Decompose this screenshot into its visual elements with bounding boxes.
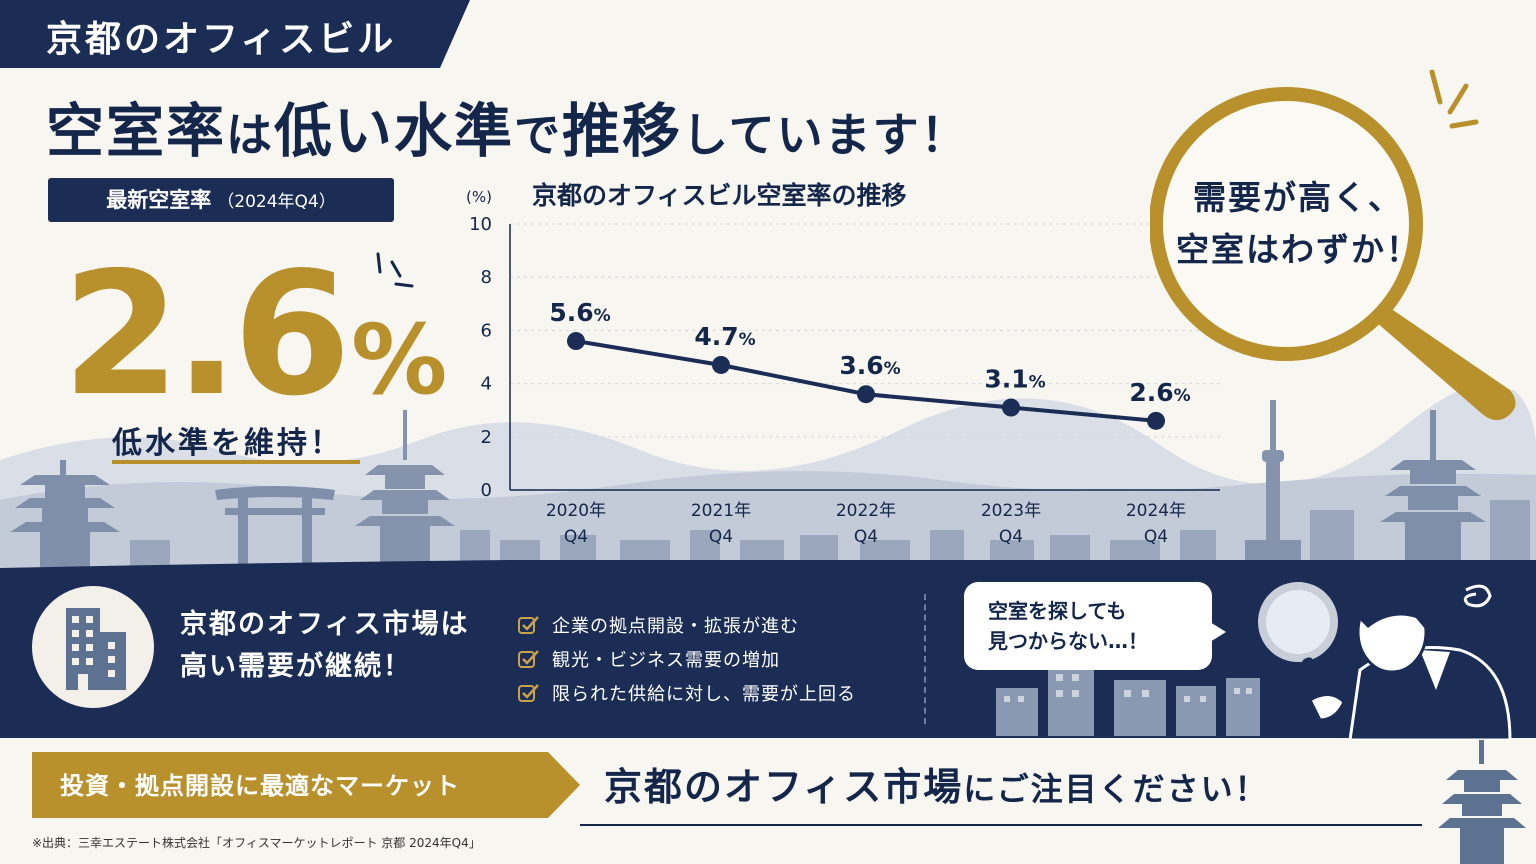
chart-point bbox=[712, 355, 730, 374]
cta-part2: にご注目ください！ bbox=[963, 770, 1269, 808]
chart-point bbox=[567, 332, 585, 351]
headline-part3: 低い水準 bbox=[274, 97, 515, 165]
person-with-magnifier-illustration bbox=[1258, 582, 1512, 740]
market-title-line-1: 京都のオフィス市場は bbox=[180, 609, 470, 640]
chart-xtick-label: 2020年 Q4 bbox=[546, 501, 606, 547]
latest-rate-period: （2024年Q4） bbox=[217, 192, 336, 212]
latest-rate-unit: % bbox=[351, 304, 448, 416]
source-note: ※出典：三幸エステート株式会社「オフィスマーケットレポート 京都 2024年Q4… bbox=[32, 836, 481, 850]
panel-divider bbox=[924, 594, 926, 724]
chart-ytick-label: 10 bbox=[469, 214, 492, 235]
speech-bubble: 空室を探しても 見つからない…！ bbox=[964, 582, 1226, 670]
check-icon bbox=[518, 616, 539, 634]
market-points: 企業の拠点開設・拡張が進む 観光・ビジネス需要の増加 限られた供給に対し、需要が… bbox=[518, 608, 856, 710]
sparkle-icon bbox=[376, 252, 414, 288]
speech-line-2: 見つからない…！ bbox=[988, 629, 1148, 653]
buildings-illustration bbox=[996, 666, 1260, 736]
category-label: 京都のオフィスビル bbox=[46, 19, 397, 60]
low-level-caption: 低水準を維持！ bbox=[112, 426, 343, 461]
market-title-line-2: 高い需要が継続！ bbox=[180, 651, 412, 682]
speech-tail bbox=[1210, 622, 1226, 642]
cta-part1: 京都のオフィス市場 bbox=[604, 765, 964, 809]
chart-data-label: 4.7% bbox=[694, 322, 755, 351]
chart-xtick-label: 2024年 Q4 bbox=[1126, 501, 1186, 547]
chart-data-label: 3.6% bbox=[839, 351, 900, 380]
office-building-icon bbox=[32, 586, 154, 708]
market-point: 企業の拠点開設・拡張が進む bbox=[518, 608, 856, 642]
market-point: 限られた供給に対し、需要が上回る bbox=[518, 676, 856, 710]
chart-data-label: 5.6% bbox=[549, 298, 610, 327]
chart-ytick-label: 8 bbox=[481, 267, 492, 288]
chart-ytick-label: 4 bbox=[481, 374, 492, 395]
chart-ytick-label: 6 bbox=[481, 320, 492, 341]
headline-part6: しています！ bbox=[682, 108, 969, 162]
chart-ylabel: (%) bbox=[466, 188, 492, 206]
chart-xtick-label: 2021年 Q4 bbox=[691, 501, 751, 547]
chart-point bbox=[1002, 398, 1020, 417]
speech-line-1: 空室を探しても bbox=[988, 599, 1127, 623]
headline: 空室率は低い水準で推移しています！ bbox=[46, 84, 969, 168]
investment-label: 投資・拠点開設に最適なマーケット bbox=[60, 772, 460, 800]
investment-banner: 投資・拠点開設に最適なマーケット bbox=[32, 752, 580, 818]
cta-underline bbox=[580, 824, 1422, 826]
market-point: 観光・ビジネス需要の増加 bbox=[518, 642, 856, 676]
chart-xtick-label: 2023年 Q4 bbox=[981, 501, 1041, 547]
pagoda-icon bbox=[1438, 740, 1526, 864]
latest-rate-badge: 最新空室率 （2024年Q4） bbox=[48, 178, 394, 222]
chart-data-label: 3.1% bbox=[984, 365, 1045, 394]
check-icon bbox=[518, 650, 539, 668]
bubble-line-2: 空室はわずか！ bbox=[1176, 230, 1421, 269]
chart-title: 京都のオフィスビル空室率の推移 bbox=[532, 181, 907, 210]
chart-ytick-label: 2 bbox=[481, 427, 492, 448]
headline-part4: で bbox=[514, 108, 563, 162]
chart-point bbox=[1147, 411, 1165, 430]
caption-underline bbox=[112, 460, 360, 464]
magnifier-icon bbox=[1150, 69, 1516, 421]
call-to-action: 京都のオフィス市場にご注目ください！ bbox=[604, 756, 1269, 811]
vacancy-rate-chart: 京都のオフィスビル空室率の推移 (%) 0 2 4 6 8 10 2020年 Q4 2021年… bbox=[466, 181, 1220, 547]
speech-text: 空室を探しても 見つからない…！ bbox=[988, 596, 1148, 656]
latest-rate-label: 最新空室率 bbox=[106, 188, 212, 212]
chart-xtick-label: 2022年 Q4 bbox=[836, 501, 896, 547]
market-title: 京都のオフィス市場は 高い需要が継続！ bbox=[180, 604, 469, 688]
headline-part1: 空室率 bbox=[46, 97, 227, 165]
category-band: 京都のオフィスビル bbox=[0, 0, 470, 68]
latest-rate-value: 2.6% bbox=[62, 236, 447, 434]
chart-point bbox=[857, 385, 875, 404]
bubble-line-1: 需要が高く、 bbox=[1193, 178, 1403, 217]
headline-part5: 推移 bbox=[562, 97, 683, 165]
latest-rate-number: 2.6 bbox=[62, 236, 351, 434]
chart-ytick-label: 0 bbox=[481, 480, 492, 501]
kyoto-skyline-illustration bbox=[0, 390, 1536, 580]
check-icon bbox=[518, 684, 539, 702]
demand-bubble-text: 需要が高く、 空室はわずか！ bbox=[1176, 172, 1420, 276]
headline-part2: は bbox=[226, 108, 275, 162]
